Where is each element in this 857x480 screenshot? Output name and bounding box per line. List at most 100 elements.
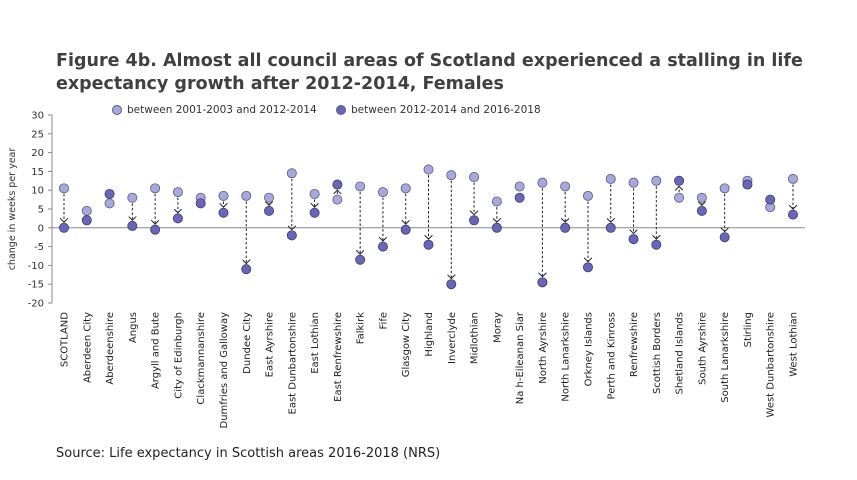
y-tick-label: 30 xyxy=(31,111,44,122)
point-series-2 xyxy=(742,179,753,190)
point-series-1 xyxy=(674,192,685,203)
legend-marker-series-2 xyxy=(336,105,346,115)
y-tick-label: -15 xyxy=(28,280,44,291)
point-series-2 xyxy=(309,207,320,218)
x-tick-label: Falkirk xyxy=(356,312,367,344)
point-series-2 xyxy=(560,222,571,233)
point-series-2 xyxy=(150,224,161,235)
point-series-2 xyxy=(696,205,707,216)
point-series-1 xyxy=(241,190,252,201)
x-tick-label: Clackmannanshire xyxy=(196,312,207,405)
point-series-2 xyxy=(469,215,480,226)
x-tick-label: Fife xyxy=(378,312,389,329)
x-tick-label: Renfrewshire xyxy=(629,312,640,377)
point-series-1 xyxy=(81,205,92,216)
point-series-1 xyxy=(423,164,434,175)
point-series-1 xyxy=(377,187,388,198)
x-tick-label: North Ayrshire xyxy=(538,312,549,384)
point-series-1 xyxy=(218,190,229,201)
point-series-2 xyxy=(605,222,616,233)
point-series-2 xyxy=(218,207,229,218)
x-tick-label: Midlothian xyxy=(470,312,481,364)
point-series-1 xyxy=(788,173,799,184)
x-tick-label: South Ayrshire xyxy=(697,312,708,385)
x-tick-label: Perth and Kinross xyxy=(606,312,617,399)
point-series-1 xyxy=(355,181,366,192)
point-series-2 xyxy=(355,254,366,265)
point-series-2 xyxy=(104,188,115,199)
y-tick-label: 25 xyxy=(31,129,44,140)
x-tick-label: Scottish Borders xyxy=(652,312,663,394)
y-tick-label: -10 xyxy=(28,261,44,272)
point-series-1 xyxy=(286,168,297,179)
point-series-1 xyxy=(605,173,616,184)
point-series-2 xyxy=(537,277,548,288)
point-series-1 xyxy=(514,181,525,192)
x-tick-label: Aberdeen City xyxy=(82,312,93,383)
chart-title: Figure 4b. Almost all council areas of S… xyxy=(56,51,803,94)
point-series-2 xyxy=(423,239,434,250)
y-tick-label: -5 xyxy=(34,242,44,253)
point-series-1 xyxy=(719,183,730,194)
x-tick-label: East Ayrshire xyxy=(265,312,276,377)
y-tick-label: 15 xyxy=(31,167,44,178)
y-tick-label: 20 xyxy=(31,148,44,159)
point-series-1 xyxy=(400,183,411,194)
point-series-1 xyxy=(651,175,662,186)
legend-item-series-1: between 2001-2003 and 2012-2014 xyxy=(112,102,317,118)
point-series-2 xyxy=(264,205,275,216)
point-series-2 xyxy=(514,192,525,203)
legend-label-series-1: between 2001-2003 and 2012-2014 xyxy=(127,104,317,116)
point-series-1 xyxy=(172,187,183,198)
point-series-2 xyxy=(127,220,138,231)
point-series-2 xyxy=(765,194,776,205)
point-series-1 xyxy=(696,192,707,203)
point-series-2 xyxy=(59,222,70,233)
y-tick-label: 0 xyxy=(38,223,44,234)
x-tick-label: Na h-Eileanan Siar xyxy=(515,311,526,404)
point-series-2 xyxy=(628,234,639,245)
x-tick-label: Dumfries and Galloway xyxy=(219,312,230,429)
point-series-1 xyxy=(469,172,480,183)
point-series-2 xyxy=(651,239,662,250)
x-tick-label: Moray xyxy=(492,312,503,343)
point-series-1 xyxy=(264,192,275,203)
point-series-2 xyxy=(788,209,799,220)
point-series-1 xyxy=(560,181,571,192)
x-tick-label: West Lothian xyxy=(789,312,800,377)
point-series-2 xyxy=(332,179,343,190)
y-tick-label: 10 xyxy=(31,186,44,197)
x-tick-label: East Dunbartonshire xyxy=(287,312,298,414)
x-tick-label: Stirling xyxy=(743,312,754,347)
x-tick-label: Highland xyxy=(424,312,435,357)
x-tick-label: SCOTLAND xyxy=(60,312,71,367)
x-tick-label: City of Edinburgh xyxy=(173,312,184,399)
legend-marker-series-1 xyxy=(112,105,122,115)
x-tick-label: East Lothian xyxy=(310,312,321,374)
x-tick-label: Argyll and Bute xyxy=(151,312,162,389)
y-tick-label: 5 xyxy=(38,205,44,216)
point-series-2 xyxy=(719,232,730,243)
x-tick-label: Shetland Islands xyxy=(675,312,686,395)
x-tick-label: Inverclyde xyxy=(447,312,458,364)
point-series-2 xyxy=(172,213,183,224)
x-tick-label: South Lanarkshire xyxy=(720,312,731,403)
x-tick-label: Dundee City xyxy=(242,312,253,374)
y-axis-label: change in weeks per year xyxy=(7,148,18,271)
point-series-2 xyxy=(491,222,502,233)
point-series-1 xyxy=(446,170,457,181)
point-series-1 xyxy=(127,192,138,203)
x-tick-label: Angus xyxy=(128,312,139,343)
point-series-1 xyxy=(491,196,502,207)
point-series-2 xyxy=(582,262,593,273)
source-note: Source: Life expectancy in Scottish area… xyxy=(56,446,441,461)
point-series-1 xyxy=(537,177,548,188)
point-series-1 xyxy=(150,183,161,194)
point-series-2 xyxy=(81,215,92,226)
point-series-1 xyxy=(104,198,115,209)
x-tick-label: North Lanarkshire xyxy=(561,312,572,402)
x-tick-label: Aberdeenshire xyxy=(105,312,116,385)
point-series-1 xyxy=(309,188,320,199)
point-series-2 xyxy=(377,241,388,252)
